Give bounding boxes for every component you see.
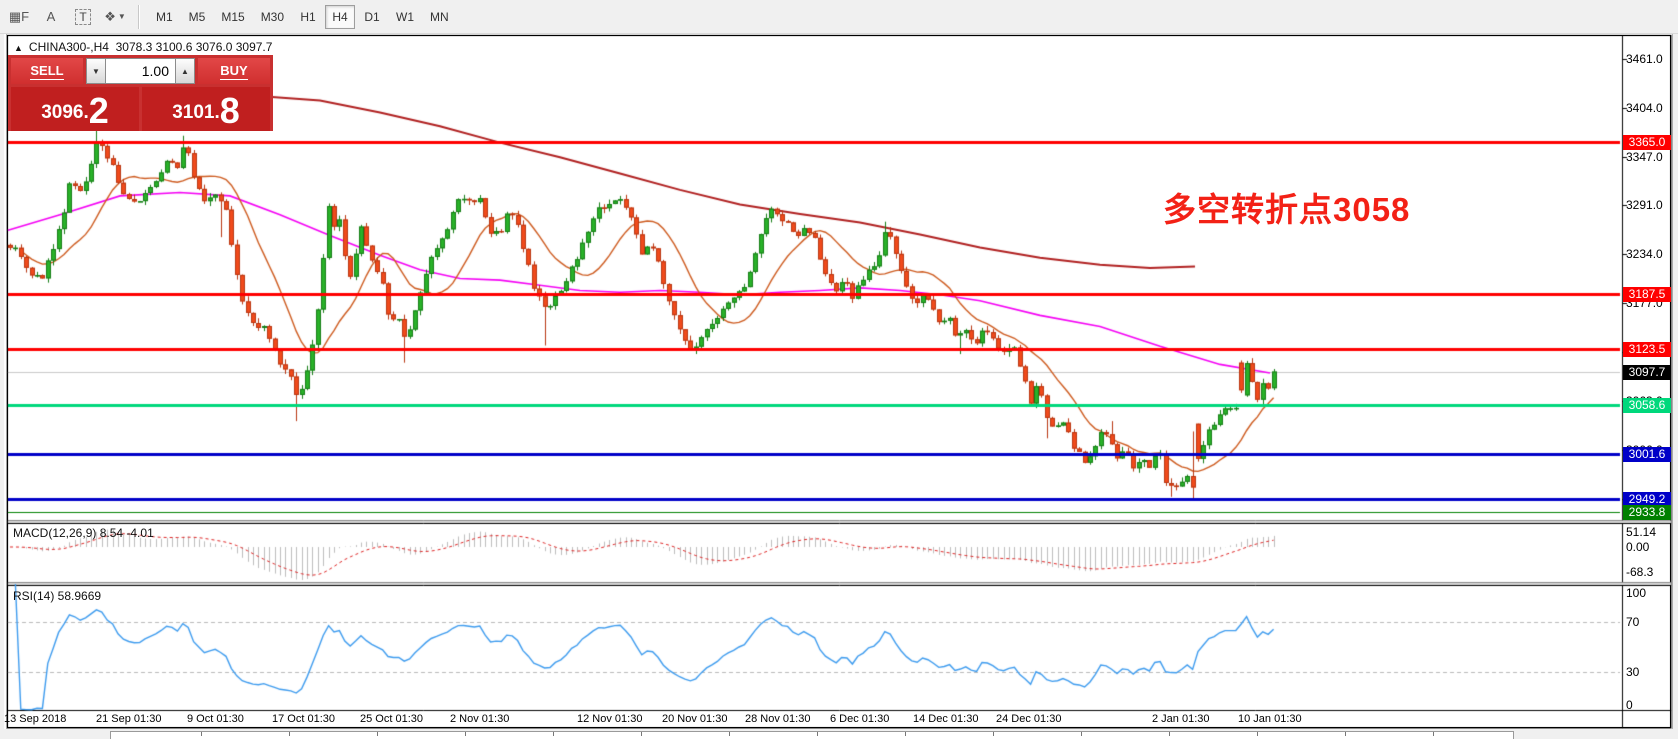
buy-button[interactable]: BUY [198,58,270,84]
time-axis-label: 14 Dec 01:30 [913,713,979,725]
header-ohlc: 3078.3 3100.6 3076.0 3097.7 [115,40,273,54]
price-axis-tick: 3404.0 [1626,101,1663,115]
macd-scale-label: 0.00 [1626,540,1650,554]
price-level-badge: 3058.6 [1623,398,1671,413]
time-axis-label: 28 Nov 01:30 [745,713,811,725]
rsi-indicator-label: RSI(14) 58.9669 [13,589,102,603]
scroll-tick [1081,732,1082,736]
price-axis-tick: 3234.0 [1626,247,1663,261]
price-axis-tick: 3291.0 [1626,198,1663,212]
collapse-quote-arrow[interactable]: ▲ [14,43,23,53]
volume-increase-button[interactable]: ▲ [175,58,195,84]
scroll-tick [201,732,202,736]
scroll-tick [289,732,290,736]
price-level-badge: 2933.8 [1623,505,1671,520]
macd-scale-label: -68.3 [1626,565,1654,579]
macd-scale-label: 51.14 [1626,525,1657,539]
scroll-tick [377,732,378,736]
rsi-scale-label: 100 [1626,586,1647,600]
chart-annotation-text: 多空转折点3058 [1163,191,1411,228]
time-axis-label: 6 Dec 01:30 [830,713,890,725]
sell-price[interactable]: 3096. 2 [11,87,139,131]
time-axis-label: 25 Oct 01:30 [360,713,423,725]
time-axis-label: 12 Nov 01:30 [577,713,643,725]
rsi-scale-label: 70 [1626,615,1640,629]
time-axis-label: 2 Nov 01:30 [450,713,510,725]
symbol-title: CHINA300-,H4 [28,40,109,54]
time-axis-label: 20 Nov 01:30 [662,713,728,725]
rsi-scale-label: 0 [1626,698,1633,712]
scroll-tick [817,732,818,736]
scroll-tick [1257,732,1258,736]
price-level-badge: 3187.5 [1623,287,1671,302]
price-level-badge: 3365.0 [1623,135,1671,150]
chart-header: ▲ CHINA300-,H4 3078.3 3100.6 3076.0 3097.… [14,40,272,54]
price-axis-tick: 3347.0 [1626,150,1663,164]
scroll-tick [641,732,642,736]
scroll-tick [465,732,466,736]
volume-input[interactable]: 1.00 [106,58,175,84]
scroll-tick [729,732,730,736]
price-axis-tick: 3461.0 [1626,52,1663,66]
time-axis-label: 21 Sep 01:30 [96,713,162,725]
current-price-badge: 3097.7 [1623,365,1671,380]
docked-scroll-area[interactable] [110,731,1514,739]
bottom-docked-window-edge [0,729,1678,739]
rsi-scale-label: 30 [1626,665,1640,679]
buy-price[interactable]: 3101. 8 [142,87,270,131]
price-level-badge: 2949.2 [1623,492,1671,507]
time-axis-label: 9 Oct 01:30 [187,713,244,725]
scroll-tick [993,732,994,736]
macd-indicator-label: MACD(12,26,9) 8.54 -4.01 [13,526,154,540]
time-axis-label: 17 Oct 01:30 [272,713,335,725]
one-click-trading-panel: SELL ▼ 1.00 ▲ BUY 3096. 2 3101. 8 [8,55,273,131]
time-axis-label: 2 Jan 01:30 [1152,713,1210,725]
volume-decrease-button[interactable]: ▼ [86,58,106,84]
scroll-tick [553,732,554,736]
time-axis-label: 10 Jan 01:30 [1238,713,1302,725]
time-axis-label: 24 Dec 01:30 [996,713,1062,725]
scroll-tick [1345,732,1346,736]
scroll-tick [905,732,906,736]
volume-spinner: ▼ 1.00 ▲ [86,58,195,84]
time-axis-label: 13 Sep 2018 [4,713,67,725]
price-level-badge: 3123.5 [1623,342,1671,357]
sell-button[interactable]: SELL [11,58,83,84]
scroll-tick [1169,732,1170,736]
price-level-badge: 3001.6 [1623,447,1671,462]
scroll-tick [1433,732,1434,736]
